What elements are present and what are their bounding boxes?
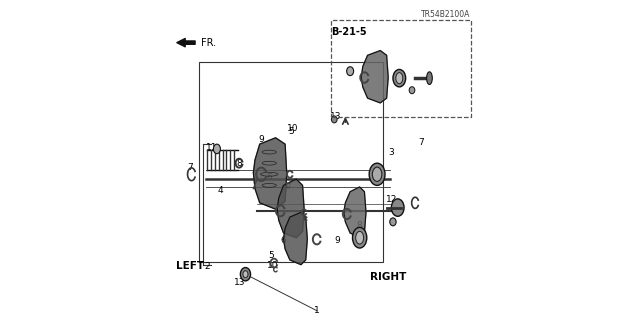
Text: 6: 6: [281, 236, 286, 245]
Text: 7: 7: [419, 138, 424, 147]
Ellipse shape: [372, 167, 382, 181]
Polygon shape: [277, 179, 304, 238]
Polygon shape: [253, 138, 287, 209]
Text: 10: 10: [267, 261, 278, 270]
Text: 3: 3: [388, 148, 394, 156]
Ellipse shape: [347, 67, 354, 76]
Ellipse shape: [243, 271, 248, 278]
Bar: [200, 62, 383, 261]
Polygon shape: [284, 212, 307, 265]
Text: 8: 8: [356, 220, 362, 229]
Ellipse shape: [393, 69, 406, 87]
Text: 5: 5: [289, 127, 294, 136]
Ellipse shape: [353, 228, 367, 248]
Bar: [331, 20, 470, 117]
Text: 12: 12: [386, 195, 397, 204]
Text: 4: 4: [217, 186, 223, 195]
Text: FR.: FR.: [201, 38, 216, 48]
Text: 13: 13: [234, 278, 246, 287]
Text: 9: 9: [335, 236, 340, 245]
Text: 9: 9: [259, 135, 264, 144]
Text: B-21-5: B-21-5: [331, 27, 366, 36]
Polygon shape: [361, 51, 388, 103]
Ellipse shape: [392, 199, 404, 216]
Ellipse shape: [213, 144, 220, 154]
Text: 11: 11: [206, 143, 218, 152]
Ellipse shape: [332, 116, 337, 123]
Text: 1: 1: [314, 306, 320, 315]
Text: 5: 5: [268, 251, 274, 260]
Ellipse shape: [241, 268, 250, 281]
Text: LEFT: LEFT: [176, 261, 204, 271]
Text: 8: 8: [236, 159, 242, 168]
Text: TR54B2100A: TR54B2100A: [421, 10, 470, 19]
Text: 7: 7: [187, 164, 193, 172]
Ellipse shape: [356, 231, 364, 244]
Text: 10: 10: [287, 124, 299, 133]
Text: RIGHT: RIGHT: [370, 272, 406, 282]
Ellipse shape: [396, 73, 403, 84]
Ellipse shape: [390, 218, 396, 226]
Text: 2: 2: [205, 262, 210, 271]
Ellipse shape: [427, 72, 432, 84]
Ellipse shape: [409, 87, 415, 94]
Polygon shape: [344, 187, 366, 238]
Text: 6: 6: [266, 173, 272, 182]
Text: 13: 13: [330, 112, 341, 121]
Ellipse shape: [369, 163, 385, 185]
